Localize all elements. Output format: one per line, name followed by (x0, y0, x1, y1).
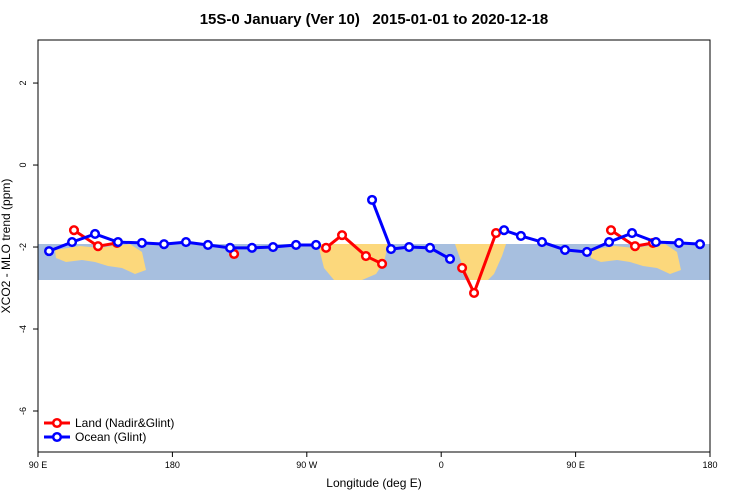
x-tick-label: 0 (439, 460, 444, 470)
data-point (321, 242, 332, 253)
data-point (377, 258, 388, 269)
data-point (336, 230, 348, 241)
data-point (290, 239, 302, 251)
data-point (694, 239, 706, 250)
data-point (444, 253, 456, 264)
data-point (89, 228, 101, 239)
data-point (499, 225, 510, 236)
data-point (604, 237, 615, 248)
legend-marker (51, 431, 63, 443)
y-tick-label: 2 (18, 81, 28, 86)
y-axis-label: XCO2 - MLO trend (ppm) (0, 179, 13, 314)
data-point (404, 241, 415, 253)
data-point (650, 237, 661, 248)
data-point (158, 239, 170, 250)
data-point (629, 241, 641, 252)
plot-frame (37, 39, 711, 453)
data-point (385, 244, 397, 255)
x-tick-label: 180 (165, 460, 180, 470)
legend-marker (51, 417, 63, 429)
data-point (136, 237, 147, 248)
data-point (559, 244, 571, 255)
data-point (673, 237, 684, 248)
legend-label: Land (Nadir&Glint) (75, 416, 174, 430)
data-point (246, 242, 258, 253)
data-point (92, 241, 104, 252)
data-point (224, 242, 236, 253)
data-point (515, 230, 526, 242)
data-point (311, 239, 322, 251)
map-strip (38, 244, 710, 280)
y-tick-label: 0 (18, 163, 28, 168)
x-tick-label: 90 E (29, 460, 48, 470)
legend-label: Ocean (Glint) (75, 430, 146, 444)
data-point (367, 194, 378, 205)
x-tick-label: 90 E (566, 460, 585, 470)
data-point (360, 250, 371, 262)
x-axis-label: Longitude (deg E) (326, 476, 421, 490)
data-point (44, 246, 55, 257)
data-point (180, 237, 192, 248)
data-point (112, 237, 124, 248)
data-point (68, 225, 80, 236)
data-point (202, 239, 213, 251)
data-point (581, 246, 592, 257)
data-point (490, 228, 502, 239)
data-point (536, 237, 548, 248)
x-tick-label: 90 W (296, 460, 318, 470)
data-point (469, 287, 480, 298)
x-tick-label: 180 (702, 460, 717, 470)
data-point (626, 228, 638, 239)
y-tick-label: -2 (18, 243, 28, 251)
data-point (268, 241, 279, 253)
chart-title: 15S-0 January (Ver 10) 2015-01-01 to 202… (200, 11, 549, 28)
data-point (66, 237, 78, 248)
legend-box (39, 412, 189, 450)
data-point (424, 242, 436, 253)
data-point (605, 225, 617, 236)
y-tick-label: -4 (18, 325, 28, 333)
data-point (457, 262, 468, 273)
y-tick-label: -6 (18, 407, 28, 415)
